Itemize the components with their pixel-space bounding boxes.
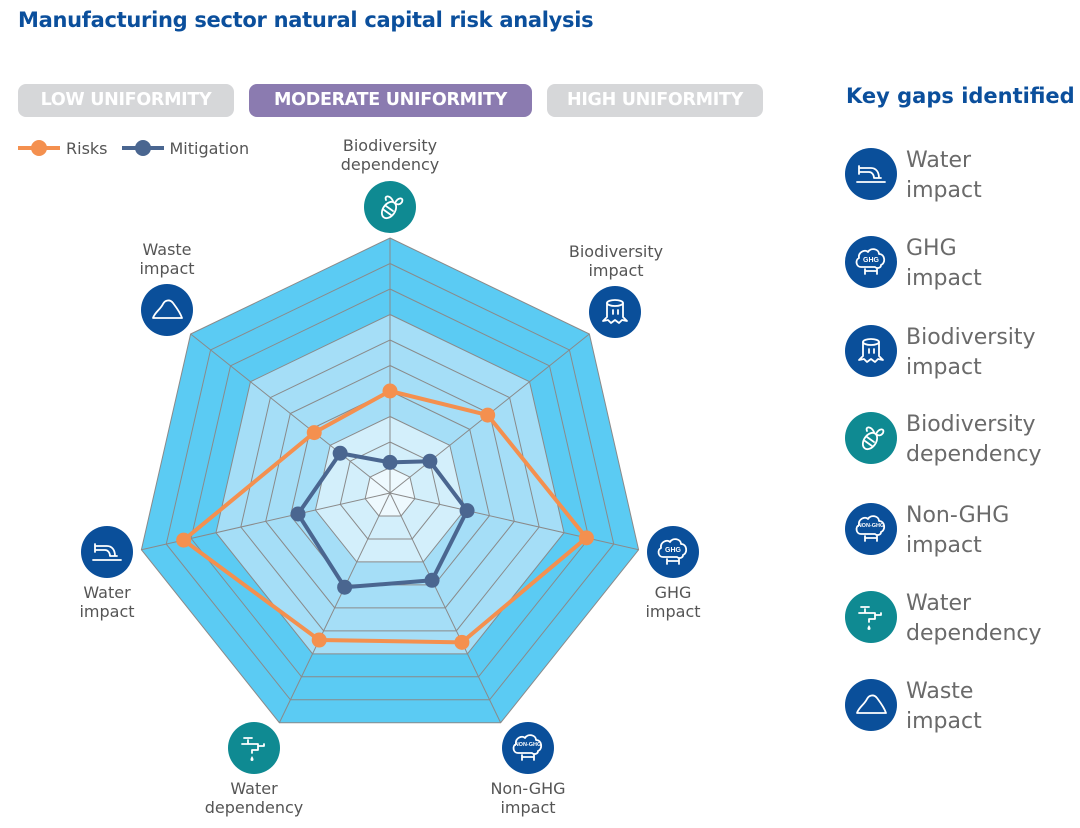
key-gap-line2: dependency — [906, 621, 1042, 646]
tab-high-uniformity[interactable]: HIGH UNIFORMITY — [547, 84, 763, 117]
key-gap-line1: GHG — [906, 236, 957, 261]
axis-label-line: Water — [230, 779, 278, 798]
key-gap-line2: impact — [906, 533, 982, 558]
risks-point — [454, 634, 470, 650]
axis-label-line: Biodiversity — [568, 242, 664, 261]
bee-icon — [845, 412, 897, 464]
key-gap-line1: Biodiversity — [906, 325, 1036, 350]
radar-axis-line — [278, 492, 391, 723]
key-gap-label: Waste impact — [906, 677, 982, 737]
water-pipe-icon — [81, 526, 133, 578]
axis-label-biodiversity-impact: Biodiversity impact — [536, 242, 696, 280]
tree-stump-icon — [845, 325, 897, 377]
legend-mitigation-marker — [121, 138, 164, 158]
key-gap-line2: impact — [906, 709, 982, 734]
radar-chart — [140, 237, 640, 724]
axis-label-line: impact — [588, 261, 644, 280]
svg-text:GHG: GHG — [863, 257, 880, 264]
risks-point — [176, 532, 192, 548]
non-ghg-cloud-icon: NON-GHG — [502, 722, 554, 774]
key-gap-line1: Water — [906, 148, 972, 173]
axis-label-line: impact — [645, 602, 701, 621]
svg-text:GHG: GHG — [665, 547, 682, 554]
water-tap-icon — [845, 591, 897, 643]
svg-text:NON-GHG: NON-GHG — [515, 742, 542, 748]
axis-label-line: Biodiversity — [342, 136, 438, 155]
key-gap-item: Biodiversity impact — [845, 323, 1075, 385]
chart-legend: Risks Mitigation — [18, 138, 263, 158]
key-gap-line2: impact — [906, 355, 982, 380]
axis-label-line: impact — [139, 259, 195, 278]
risks-point — [311, 632, 327, 648]
axis-label-line: Non-GHG — [490, 779, 566, 798]
axis-label-water-dependency: Water dependency — [174, 779, 334, 817]
mitigation-point — [337, 579, 353, 595]
page-title: Manufacturing sector natural capital ris… — [18, 8, 594, 32]
key-gap-item: Biodiversity dependency — [845, 410, 1075, 472]
key-gap-line2: impact — [906, 178, 982, 203]
key-gap-line1: Biodiversity — [906, 412, 1036, 437]
axis-label-ghg-impact: GHG impact — [593, 583, 753, 621]
axis-label-line: Waste — [142, 240, 192, 259]
axis-label-line: dependency — [204, 798, 304, 817]
risks-point — [480, 407, 496, 423]
waste-pile-icon — [141, 284, 193, 336]
key-gaps-title: Key gaps identified — [846, 84, 1075, 108]
key-gap-item: NON-GHG Non-GHG impact — [845, 501, 1075, 563]
axis-label-line: Water — [83, 583, 131, 602]
mitigation-point — [424, 572, 440, 588]
risks-point — [382, 383, 398, 399]
mitigation-point — [290, 506, 306, 522]
legend-risks-marker — [18, 138, 60, 158]
key-gap-item: Water dependency — [845, 589, 1075, 651]
risks-series-line — [181, 389, 589, 645]
radar-axis-line — [389, 492, 639, 551]
key-gap-item: Waste impact — [845, 677, 1075, 739]
ghg-cloud-icon: GHG — [647, 526, 699, 578]
axis-label-line: GHG — [654, 583, 692, 602]
key-gap-line1: Water — [906, 591, 972, 616]
axis-label-non-ghg-impact: Non-GHG impact — [448, 779, 608, 817]
radar-axis-line — [389, 492, 502, 723]
legend-mitigation-label: Mitigation — [169, 138, 250, 158]
risks-point — [306, 425, 322, 441]
mitigation-point — [332, 445, 348, 461]
key-gap-line2: dependency — [906, 442, 1042, 467]
ghg-cloud-icon: GHG — [845, 236, 897, 288]
axis-label-line: impact — [500, 798, 556, 817]
key-gap-label: Water dependency — [906, 589, 1042, 649]
risks-point — [578, 530, 594, 546]
tree-stump-icon — [589, 286, 641, 338]
mitigation-point — [459, 503, 475, 519]
waste-pile-icon — [845, 679, 897, 731]
svg-text:NON-GHG: NON-GHG — [858, 523, 885, 529]
key-gap-label: Water impact — [906, 146, 982, 206]
mitigation-point — [382, 454, 398, 470]
key-gap-item: Water impact — [845, 146, 1075, 208]
radar-axis-line — [190, 333, 391, 494]
key-gap-line1: Non-GHG — [906, 503, 1010, 528]
key-gap-line2: impact — [906, 266, 982, 291]
axis-label-water-impact: Water impact — [27, 583, 187, 621]
non-ghg-cloud-icon: NON-GHG — [845, 503, 897, 555]
axis-label-line: impact — [79, 602, 135, 621]
mitigation-series-line — [296, 451, 470, 590]
bee-icon — [364, 181, 416, 233]
water-pipe-icon — [845, 148, 897, 200]
axis-label-line: dependency — [340, 155, 440, 174]
key-gap-label: Non-GHG impact — [906, 501, 1009, 561]
water-tap-icon — [228, 722, 280, 774]
key-gap-item: GHG GHG impact — [845, 234, 1075, 296]
key-gap-label: GHG impact — [906, 234, 982, 294]
key-gap-label: Biodiversity impact — [906, 323, 1036, 383]
legend-risks-label: Risks — [66, 138, 108, 158]
axis-label-biodiversity-dependency: Biodiversity dependency — [310, 136, 470, 174]
key-gap-label: Biodiversity dependency — [906, 410, 1042, 470]
tab-moderate-uniformity[interactable]: MODERATE UNIFORMITY — [249, 84, 532, 117]
tab-low-uniformity[interactable]: LOW UNIFORMITY — [18, 84, 234, 117]
mitigation-point — [422, 453, 438, 469]
key-gap-line1: Waste — [906, 679, 974, 704]
axis-label-waste-impact: Waste impact — [87, 240, 247, 278]
